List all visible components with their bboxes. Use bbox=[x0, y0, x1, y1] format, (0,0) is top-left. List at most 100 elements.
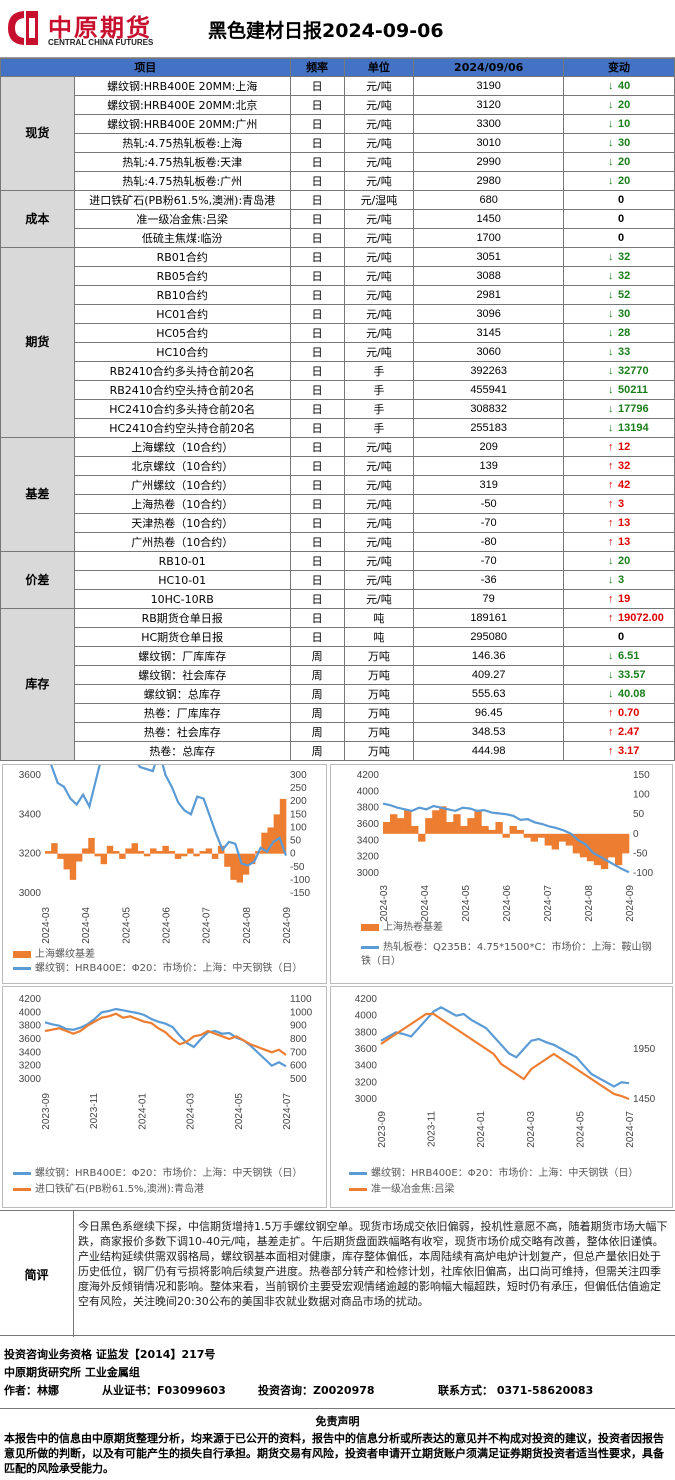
freq-cell: 日 bbox=[289, 323, 345, 343]
col-header-item: 项目 bbox=[0, 58, 291, 77]
unit-cell: 万吨 bbox=[343, 684, 415, 704]
chart-bar bbox=[586, 833, 595, 862]
chart-series-line bbox=[44, 1012, 287, 1056]
table-row: RB10合约日元/吨 2981 ↓ 52 bbox=[1, 285, 675, 305]
chart-series-line bbox=[380, 1012, 630, 1101]
chart-series-line bbox=[44, 1007, 287, 1068]
table-row: 广州热卷（10合约）日元/吨 -80 ↑ 13 bbox=[1, 532, 675, 552]
value-cell: 3088 bbox=[413, 266, 564, 286]
value-cell: 3190 bbox=[413, 76, 564, 96]
chart-bar bbox=[168, 851, 176, 854]
value-cell: 79 bbox=[413, 589, 564, 609]
chart-bar bbox=[193, 853, 200, 857]
table-row: 螺纹钢：总库存周万吨 555.63 ↓ 40.08 bbox=[1, 684, 675, 704]
unit-cell: 万吨 bbox=[343, 722, 415, 742]
logo-text-en: CENTRAL CHINA FUTURES bbox=[48, 38, 154, 47]
chart-rebar-basis-legend: 上海螺纹基差 螺纹钢：HRB400E：Φ20：市场价：上海：中天钢铁（日） bbox=[13, 948, 302, 976]
unit-cell: 元/吨 bbox=[343, 171, 415, 191]
chart-bar bbox=[75, 853, 83, 862]
change-value: 40 bbox=[618, 79, 631, 92]
chart-bar bbox=[621, 833, 630, 854]
change-value: 6.51 bbox=[618, 649, 640, 662]
y-left-tick-label: 3400 bbox=[355, 1061, 378, 1072]
y-right-tick-label: 50 bbox=[290, 836, 302, 847]
chart-bar bbox=[439, 806, 447, 834]
page-title: 黑色建材日报2024-09-06 bbox=[208, 20, 444, 42]
chart-rebar-vs-coke-svg: 4200 4000 3800 3600 3400 3200 3000 1950 1450 2023… bbox=[355, 994, 656, 1148]
change-cell: ↑ 12 bbox=[563, 437, 675, 457]
change-cell: ↓ 33.57 bbox=[563, 665, 675, 685]
change-value: 20 bbox=[618, 155, 631, 168]
item-cell: RB期货仓单日报 bbox=[73, 608, 291, 628]
unit-cell: 元/吨 bbox=[343, 95, 415, 115]
table-row: HC01合约日元/吨 3096 ↓ 30 bbox=[1, 304, 675, 324]
chart-series-line bbox=[382, 802, 630, 874]
unit-cell: 手 bbox=[343, 399, 415, 419]
x-tick-label: 2024-07 bbox=[625, 1111, 636, 1148]
change-cell: 0 bbox=[563, 209, 675, 229]
unit-cell: 元/吨 bbox=[343, 589, 415, 609]
value-cell: 680 bbox=[413, 190, 564, 210]
chart-bar bbox=[51, 843, 58, 854]
table-row: HC期货仓单日报日吨 295080 0 bbox=[1, 627, 675, 647]
table-row: HC2410合约多头持仓前20名日手 308832 ↓ 17796 bbox=[1, 399, 675, 419]
arrow-down-icon: ↓ bbox=[608, 573, 614, 586]
chart-bar bbox=[82, 848, 89, 854]
chart-bar bbox=[137, 851, 145, 854]
item-cell: 螺纹钢：厂库库存 bbox=[73, 646, 291, 666]
change-value: 32 bbox=[618, 250, 631, 263]
unit-cell: 元/吨 bbox=[343, 266, 415, 286]
arrow-down-icon: ↓ bbox=[608, 554, 614, 567]
change-value: 33 bbox=[618, 345, 631, 358]
chart-bar bbox=[579, 833, 588, 858]
y-left-tick-label: 3600 bbox=[19, 770, 42, 781]
x-tick-label: 2023-11 bbox=[89, 1093, 100, 1129]
arrow-down-icon: ↓ bbox=[608, 345, 614, 358]
freq-cell: 日 bbox=[289, 627, 345, 647]
freq-cell: 日 bbox=[289, 285, 345, 305]
change-value: 32770 bbox=[618, 364, 649, 377]
unit-cell: 元/吨 bbox=[343, 323, 415, 343]
chart-bar bbox=[558, 833, 567, 842]
table-row: 热卷：社会库存周万吨 348.53 ↑ 2.47 bbox=[1, 722, 675, 742]
value-cell: 3051 bbox=[413, 247, 564, 267]
item-cell: 热卷：厂库库存 bbox=[73, 703, 291, 723]
x-tick-label: 2023-09 bbox=[377, 1111, 388, 1148]
item-cell: 热轧:4.75热轧板卷:天津 bbox=[73, 152, 291, 172]
chart-bar bbox=[383, 822, 391, 834]
unit-cell: 元/吨 bbox=[343, 152, 415, 172]
freq-cell: 日 bbox=[289, 399, 345, 419]
chart-bar bbox=[607, 833, 616, 858]
change-cell: ↓ 17796 bbox=[563, 399, 675, 419]
freq-cell: 日 bbox=[289, 190, 345, 210]
change-value: 3.17 bbox=[618, 744, 640, 757]
change-value: 13 bbox=[618, 535, 631, 548]
x-tick-label: 2024-03 bbox=[379, 885, 390, 922]
y-left-tick-label: 3000 bbox=[19, 888, 42, 899]
change-cell: ↑ 32 bbox=[563, 456, 675, 476]
x-tick-label: 2024-08 bbox=[584, 885, 595, 922]
chart-bar bbox=[156, 851, 163, 854]
arrow-up-icon: ↑ bbox=[608, 611, 614, 624]
y-right-tick-label: 150 bbox=[633, 770, 650, 781]
change-value: 0 bbox=[618, 630, 625, 643]
chart-rebar-basis: 3600 3400 3200 3000 300 250 200 150 100 50 0 -50 -10… bbox=[2, 764, 327, 984]
freq-cell: 日 bbox=[289, 152, 345, 172]
freq-cell: 周 bbox=[289, 684, 345, 704]
chart-bar bbox=[88, 837, 95, 854]
logo-text-cn: 中原期货 bbox=[48, 13, 152, 42]
item-cell: RB05合约 bbox=[73, 266, 291, 286]
y-left-tick-label: 4000 bbox=[355, 1011, 378, 1022]
data-table: 项目 频率 单位 2024/09/06 变动 现货 螺纹钢:HRB400E 20M… bbox=[0, 58, 675, 761]
chart-bar bbox=[143, 853, 151, 857]
table-row: 天津热卷（10合约）日元/吨 -70 ↑ 13 bbox=[1, 513, 675, 533]
freq-cell: 日 bbox=[289, 95, 345, 115]
table-row: 成本 进口铁矿石(PB粉61.5%,澳洲):青岛港日元/湿吨 680 0 bbox=[0, 190, 675, 248]
freq-cell: 日 bbox=[289, 532, 345, 552]
arrow-down-icon: ↓ bbox=[608, 117, 614, 130]
freq-cell: 周 bbox=[289, 665, 345, 685]
table-row: 基差 上海螺纹（10合约）日元/吨 209 ↑ 12 bbox=[0, 437, 675, 552]
y-right-tick-label: 100 bbox=[290, 822, 307, 833]
table-row: RB05合约日元/吨 3088 ↓ 32 bbox=[1, 266, 675, 286]
chart-bar bbox=[404, 810, 412, 834]
